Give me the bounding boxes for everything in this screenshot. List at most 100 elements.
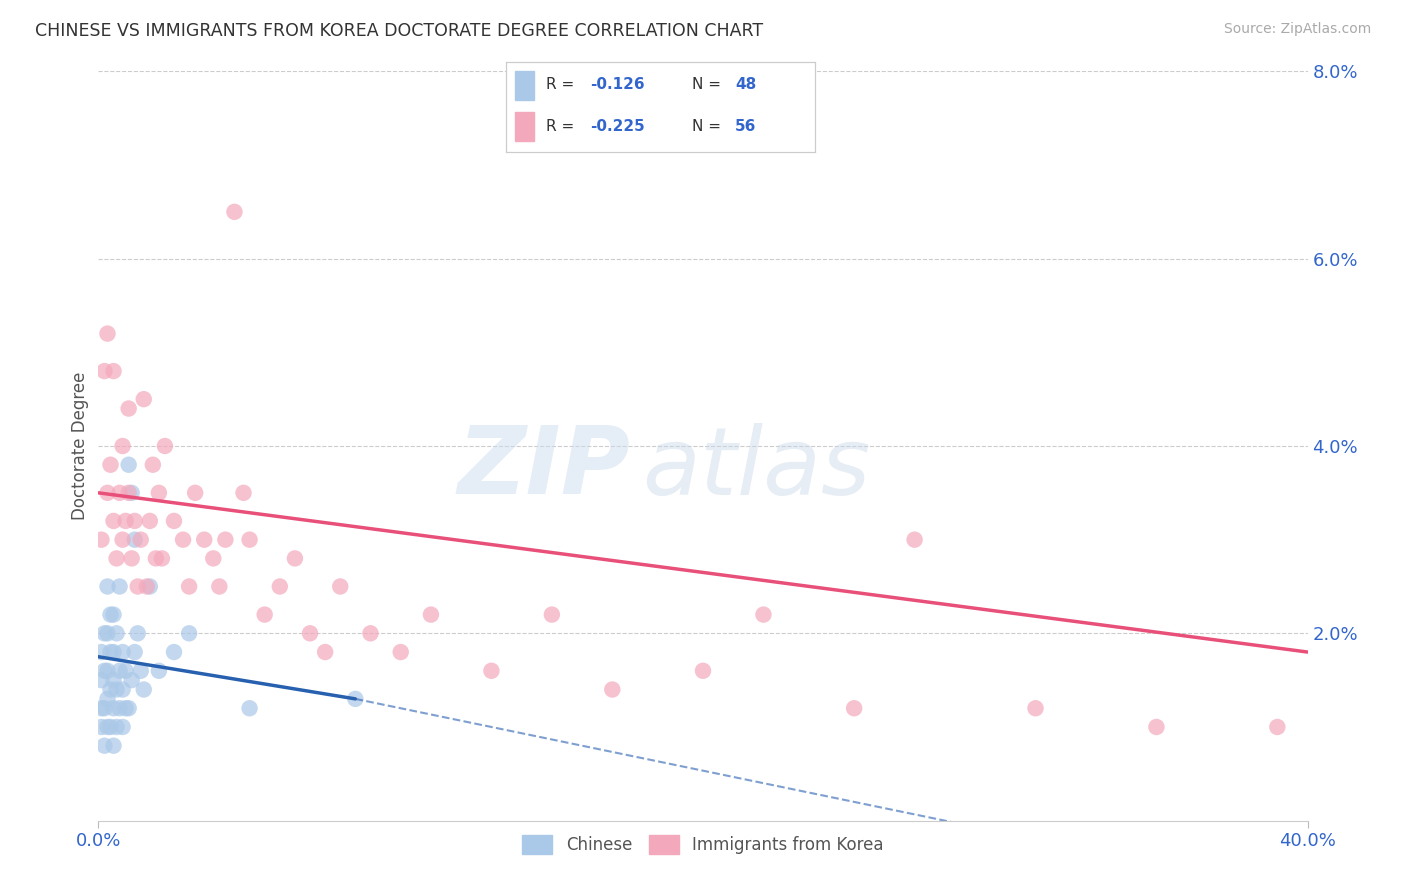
Point xyxy=(239,533,262,547)
Text: -0.225: -0.225 xyxy=(589,120,644,134)
Point xyxy=(602,682,624,697)
Point xyxy=(904,533,927,547)
Point xyxy=(90,645,112,659)
Point xyxy=(93,664,115,678)
Point xyxy=(90,720,112,734)
Bar xyxy=(516,112,534,141)
Text: N =: N = xyxy=(692,120,725,134)
Point xyxy=(148,485,170,500)
Point xyxy=(129,664,152,678)
Point xyxy=(103,607,125,622)
Point xyxy=(121,551,143,566)
Point xyxy=(114,701,136,715)
Point xyxy=(142,458,165,472)
Point xyxy=(163,514,186,528)
Point xyxy=(100,645,122,659)
Point xyxy=(481,664,503,678)
Text: R =: R = xyxy=(547,120,579,134)
Point xyxy=(202,551,225,566)
Point xyxy=(253,607,276,622)
Point xyxy=(135,580,157,594)
Point xyxy=(96,692,118,706)
Point xyxy=(179,580,201,594)
Point xyxy=(124,645,146,659)
Point xyxy=(96,326,118,341)
Point xyxy=(103,645,125,659)
Point xyxy=(105,551,128,566)
Point xyxy=(129,533,152,547)
Legend: Chinese, Immigrants from Korea: Chinese, Immigrants from Korea xyxy=(516,829,890,861)
Point xyxy=(118,485,141,500)
Point xyxy=(153,439,176,453)
Point xyxy=(118,401,141,416)
Point xyxy=(145,551,167,566)
Point xyxy=(540,607,562,622)
Point xyxy=(111,720,134,734)
Point xyxy=(103,514,125,528)
Point xyxy=(121,485,143,500)
Point xyxy=(103,701,125,715)
Point xyxy=(100,458,122,472)
Point xyxy=(269,580,291,594)
Point xyxy=(90,701,112,715)
Point xyxy=(121,673,143,688)
Point xyxy=(127,580,149,594)
Point xyxy=(299,626,322,640)
Point xyxy=(1024,701,1046,715)
Point xyxy=(1267,720,1289,734)
Point xyxy=(105,682,128,697)
Point xyxy=(692,664,714,678)
Y-axis label: Doctorate Degree: Doctorate Degree xyxy=(70,372,89,520)
Point xyxy=(100,607,122,622)
Point xyxy=(90,533,112,547)
Point xyxy=(118,458,141,472)
Text: N =: N = xyxy=(692,78,725,92)
Point xyxy=(284,551,307,566)
Point xyxy=(96,580,118,594)
Point xyxy=(224,204,246,219)
Point xyxy=(232,485,254,500)
Point xyxy=(132,392,155,407)
Point xyxy=(193,533,215,547)
Point xyxy=(420,607,443,622)
Point xyxy=(105,626,128,640)
Point xyxy=(179,626,201,640)
Point xyxy=(108,580,131,594)
Point xyxy=(90,673,112,688)
Point xyxy=(127,626,149,640)
Point xyxy=(124,533,146,547)
Point xyxy=(139,580,162,594)
Text: 56: 56 xyxy=(735,120,756,134)
Point xyxy=(108,701,131,715)
Point xyxy=(314,645,336,659)
Point xyxy=(100,720,122,734)
Point xyxy=(96,485,118,500)
Text: Source: ZipAtlas.com: Source: ZipAtlas.com xyxy=(1223,22,1371,37)
Text: -0.126: -0.126 xyxy=(589,78,644,92)
Point xyxy=(150,551,173,566)
Point xyxy=(163,645,186,659)
Point xyxy=(108,485,131,500)
Point xyxy=(148,664,170,678)
Point xyxy=(105,720,128,734)
Point xyxy=(96,664,118,678)
Point xyxy=(184,485,207,500)
Point xyxy=(844,701,866,715)
Point xyxy=(389,645,412,659)
Point xyxy=(344,692,367,706)
Point xyxy=(132,682,155,697)
Text: ZIP: ZIP xyxy=(457,423,630,515)
Point xyxy=(360,626,382,640)
Point xyxy=(1144,720,1167,734)
Text: atlas: atlas xyxy=(643,423,870,514)
Bar xyxy=(516,71,534,100)
Point xyxy=(93,626,115,640)
Point xyxy=(103,739,125,753)
Point xyxy=(96,720,118,734)
Point xyxy=(118,701,141,715)
Point xyxy=(752,607,775,622)
Point xyxy=(93,701,115,715)
Point xyxy=(329,580,352,594)
Point xyxy=(111,439,134,453)
Point xyxy=(214,533,236,547)
